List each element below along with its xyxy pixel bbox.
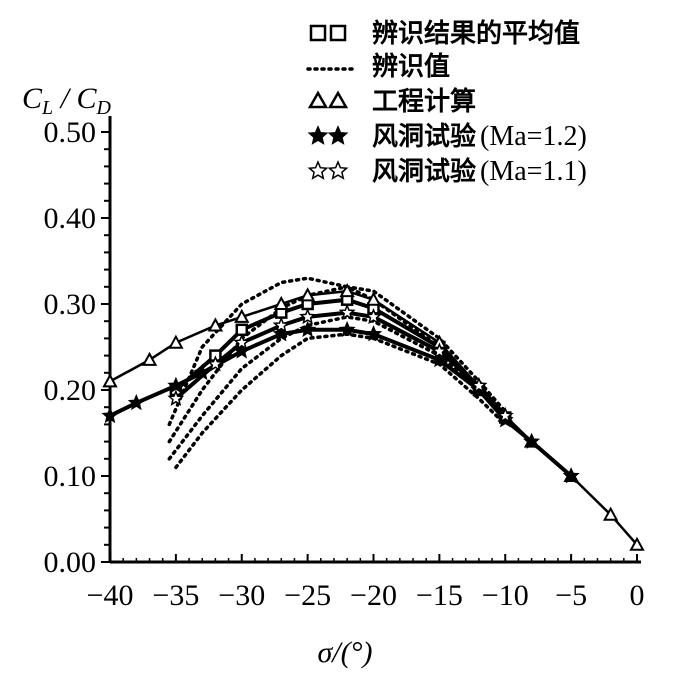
legend-label: 工程计算 (372, 86, 476, 117)
triangle-marker (602, 506, 619, 521)
star-marker (338, 320, 356, 338)
star-icon (327, 160, 349, 180)
star-marker (496, 406, 514, 424)
star-marker (167, 389, 185, 406)
triangle-marker (141, 351, 158, 366)
triangle-marker (234, 308, 250, 323)
triangle-marker (629, 536, 645, 551)
legend-item: 风洞试验 (Ma=1.1) (307, 156, 587, 187)
star-marker (470, 376, 488, 393)
series-triangle (102, 283, 645, 551)
star-marker (338, 303, 356, 320)
y-label-sub-l: L (41, 97, 53, 119)
star-marker (523, 432, 541, 449)
square-marker (235, 323, 248, 337)
y-label-sub-d: D (96, 97, 112, 119)
x-axis-label: σ/(°) (317, 636, 372, 669)
y-tick-label: 0.40 (44, 202, 97, 235)
legend-item: 辨识结果的平均值 (309, 18, 580, 49)
star-marker (101, 406, 119, 424)
y-tick-label: 0.50 (44, 116, 97, 149)
x-tick-label: 0 (630, 579, 645, 612)
identified-curve (167, 315, 508, 461)
star-marker (364, 307, 383, 325)
star-marker (233, 333, 251, 351)
legend-label: 风洞试验 (372, 121, 476, 152)
legend-label: 辨识值 (372, 52, 450, 82)
x-tick-label: −30 (218, 579, 265, 612)
star-marker (364, 325, 383, 342)
y-tick-label: 0.20 (44, 374, 97, 407)
y-axis-label: CL / CD (22, 82, 112, 119)
triangle-marker (365, 291, 382, 306)
y-tick-label: 0.10 (44, 460, 97, 493)
y-label-separator: / (53, 82, 76, 115)
x-tick-label: −40 (87, 579, 134, 612)
star-icon (307, 125, 329, 145)
axes: 0.000.100.200.300.400.50−40 −35 −30 −25 −20−… (44, 116, 645, 612)
legend-item: 风洞试验 (Ma=1.2) (307, 121, 587, 152)
y-label-c1: C (22, 82, 43, 115)
star-marker (206, 355, 224, 372)
series-line (174, 310, 507, 418)
x-tick-label: −35 (152, 579, 199, 612)
x-tick-label: −20 (350, 579, 397, 612)
square-icon (309, 24, 327, 42)
star-marker (562, 467, 580, 484)
star-marker (299, 307, 317, 325)
square-icon (329, 24, 347, 42)
star-marker (299, 320, 317, 338)
x-tick-label: −25 (284, 579, 331, 612)
legend-item: 辨识值 (306, 52, 450, 82)
triangle-marker (273, 295, 289, 310)
series-dotted (174, 332, 508, 470)
star-marker (272, 316, 290, 333)
star-icon (307, 160, 329, 180)
legend-suffix: (Ma=1.1) (480, 156, 587, 187)
y-tick-label: 0.30 (44, 288, 97, 321)
identified-curve (174, 332, 508, 470)
triangle-icon (307, 90, 329, 109)
star-marker (127, 393, 145, 411)
legend-label: 辨识结果的平均值 (372, 18, 580, 49)
star-marker (430, 342, 448, 359)
x-tick-label: −5 (555, 579, 587, 612)
triangle-marker (339, 283, 355, 298)
series-star-hollow (167, 303, 514, 424)
y-tick-label: 0.00 (44, 546, 97, 579)
triangle-marker (207, 317, 224, 332)
x-tick-label: −10 (482, 579, 529, 612)
star-icon (327, 125, 349, 145)
triangle-marker (299, 287, 316, 302)
star-marker (167, 376, 185, 393)
triangle-marker (102, 373, 118, 388)
legend-suffix: (Ma=1.2) (480, 121, 587, 152)
y-label-c2: C (76, 82, 97, 115)
x-tick-label: −15 (416, 579, 463, 612)
legend-label: 风洞试验 (372, 156, 476, 187)
series-dotted (167, 315, 508, 461)
triangle-icon (327, 90, 349, 109)
chart-marks (101, 276, 645, 551)
triangle-marker (168, 334, 184, 349)
legend-item: 工程计算 (307, 86, 476, 117)
